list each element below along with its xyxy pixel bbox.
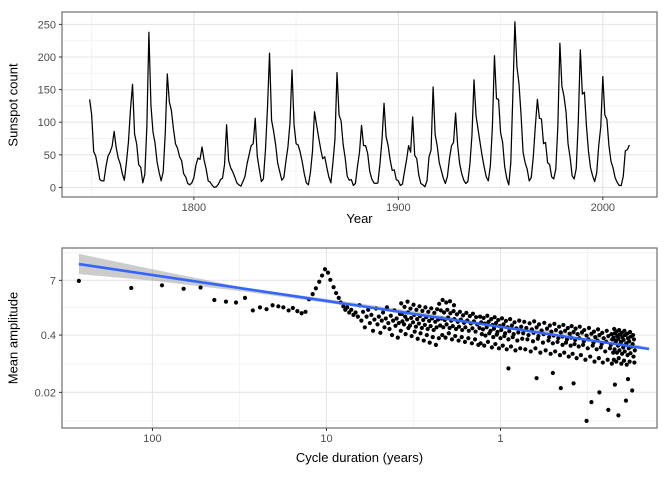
top-chart-y-axis-title: Sunspot count bbox=[5, 63, 21, 147]
bottom-chart-y-axis-title: Mean amplitude bbox=[5, 291, 21, 385]
top-chart-x-axis-title: Year bbox=[346, 211, 373, 226]
amplitude-vs-duration-chart bbox=[0, 235, 672, 480]
sunspot-timeseries-chart bbox=[0, 0, 672, 235]
bottom-chart-x-axis-title: Cycle duration (years) bbox=[295, 450, 424, 465]
